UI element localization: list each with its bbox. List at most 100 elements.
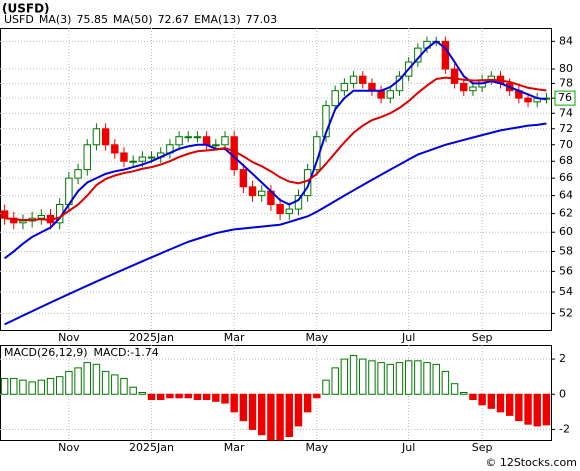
candle-body — [193, 136, 202, 139]
candle-body — [469, 86, 477, 92]
macd-bar — [55, 376, 64, 395]
macd-bar — [166, 393, 174, 399]
macd-panel — [0, 345, 552, 441]
legend-text: EMA(13) — [194, 13, 241, 26]
y-tick-label: 74 — [559, 106, 573, 119]
macd-bar — [377, 362, 385, 395]
macd-bar — [92, 363, 101, 395]
candle-body — [147, 156, 156, 159]
macd-bar — [487, 393, 496, 409]
candle-body — [83, 144, 91, 171]
candle-body — [0, 210, 9, 219]
candle-body — [248, 186, 257, 197]
macd-bar — [65, 370, 73, 395]
candle-body — [322, 105, 330, 138]
macd-bar — [10, 377, 18, 395]
candle-body — [212, 144, 220, 147]
y-tick-label: 56 — [559, 264, 573, 277]
macd-bar — [129, 386, 137, 395]
macd-bar — [248, 393, 257, 430]
candle-body — [331, 90, 339, 107]
candle-body — [450, 68, 459, 84]
candle-body — [368, 82, 376, 92]
macd-bar — [267, 393, 275, 441]
candle-body — [175, 136, 183, 146]
candle-body — [202, 136, 211, 146]
x-tick-label: Sep — [472, 441, 493, 454]
candle-body — [37, 214, 46, 219]
y-tick-label: 62 — [559, 207, 573, 220]
y-tick-label: 64 — [559, 189, 573, 202]
price-marker: 76 — [558, 91, 572, 104]
macd-bar — [276, 393, 284, 441]
x-tick-label: Nov — [58, 441, 80, 454]
macd-bar — [221, 393, 229, 404]
candle-body — [101, 128, 110, 146]
legend-text: MA(3) — [39, 13, 72, 26]
macd-bar — [469, 393, 477, 401]
macd-bar — [0, 377, 9, 395]
candle-body — [258, 190, 266, 197]
y-tick-label: 66 — [559, 171, 573, 184]
y-tick-label: 60 — [559, 225, 573, 238]
macd-bar — [184, 393, 192, 399]
candle-body — [74, 169, 82, 179]
candle-body — [377, 90, 385, 99]
footer: © 12Stocks.com — [485, 456, 577, 469]
x-tick-label: 2025Jan — [129, 441, 174, 454]
candle-body — [111, 144, 119, 154]
ma-line — [4, 122, 547, 326]
macd-bar — [294, 393, 303, 427]
y-tick-label: 52 — [559, 306, 573, 319]
y-tick-label: 78 — [559, 76, 573, 89]
macd-bar — [239, 393, 248, 422]
macd-bar — [441, 370, 450, 395]
x-tick-label: Jul — [401, 441, 415, 454]
legend-text: 72.67 — [158, 13, 190, 26]
macd-bar — [303, 393, 312, 413]
candle-body — [184, 136, 192, 139]
macd-bar — [340, 358, 349, 395]
x-tick-label: 2025Jan — [129, 331, 174, 344]
y-tick-label: 84 — [559, 34, 573, 47]
macd-bar — [83, 362, 91, 395]
macd-bar — [404, 360, 413, 395]
macd-bar — [322, 379, 330, 395]
macd-bar — [331, 367, 339, 395]
macd-bar — [19, 379, 27, 395]
ma-line — [3, 40, 547, 260]
y-tick-label: 68 — [559, 154, 573, 167]
macd-bar — [542, 393, 551, 426]
macd-bar — [175, 393, 183, 399]
candle-body — [349, 75, 358, 84]
y-tick-label: 70 — [559, 138, 573, 151]
macd-bar — [423, 362, 431, 395]
macd-bar — [74, 367, 82, 395]
candle-body — [386, 90, 395, 99]
ma-line — [4, 76, 547, 222]
candle-body — [120, 152, 128, 162]
y-tick-label: 72 — [559, 122, 573, 135]
macd-bar — [386, 363, 395, 395]
macd-bar — [496, 393, 505, 413]
macd-bar — [450, 383, 459, 395]
macd-bar — [258, 393, 266, 436]
macd-value: MACD:-1.74 — [94, 346, 159, 359]
macd-bar — [101, 370, 110, 395]
macd-bar — [349, 355, 358, 395]
macd-bar — [285, 393, 293, 437]
candle-body — [285, 208, 293, 215]
macd-bar — [432, 363, 440, 395]
price-marker-box — [554, 90, 576, 106]
macd-bar — [28, 381, 36, 395]
macd-bar — [202, 393, 211, 401]
candle-body — [129, 160, 137, 163]
x-tick-label: Mar — [224, 441, 245, 454]
macd-bar — [395, 362, 404, 395]
candle-body — [138, 156, 147, 162]
legend-text: MA(50) — [113, 13, 153, 26]
macd-bar — [138, 392, 147, 395]
y-tick-label: -2 — [559, 422, 570, 435]
macd-bar — [147, 393, 156, 401]
macd-bar — [111, 374, 119, 395]
